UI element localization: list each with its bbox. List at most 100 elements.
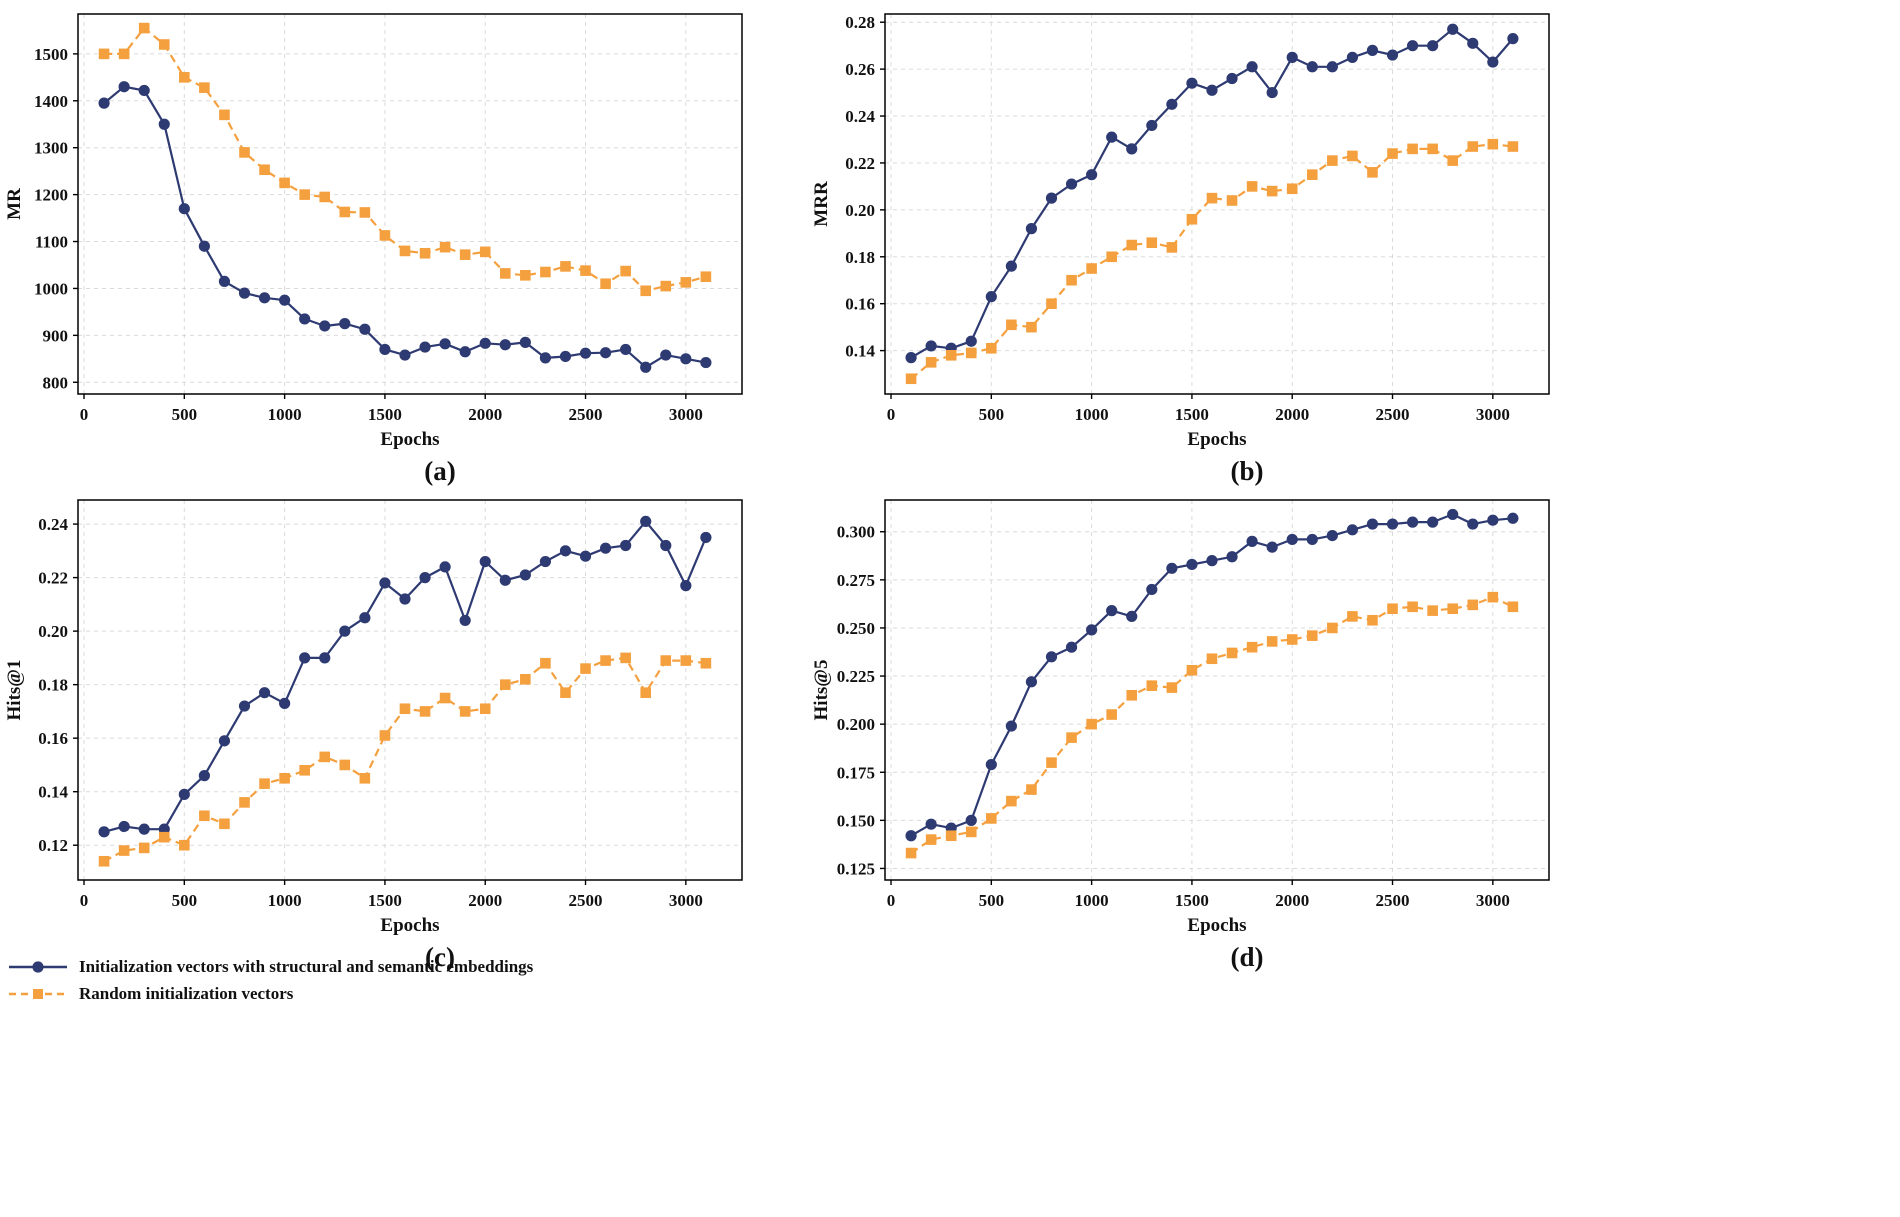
data-point — [986, 813, 997, 824]
data-point — [98, 48, 110, 60]
legend: Initialization vectors with structural a… — [6, 956, 533, 1005]
data-point — [700, 657, 712, 669]
data-point — [218, 275, 231, 288]
data-point — [540, 657, 551, 669]
data-point — [1427, 605, 1438, 616]
chart-d-canvas: 0 500 1000 1500 2000 2500 3000 0.125 0.150 0.175 0… — [811, 499, 1550, 936]
data-point — [1306, 61, 1318, 73]
data-point — [339, 318, 351, 330]
svg-text:1400: 1400 — [34, 92, 68, 111]
svg-text:1000: 1000 — [1075, 405, 1109, 424]
axis-ticks: 0 500 1000 1500 2000 2500 3000 0.125 0.150 0.175 0… — [837, 523, 1510, 910]
svg-text:1500: 1500 — [368, 891, 402, 910]
data-point — [700, 271, 712, 283]
data-point — [1146, 237, 1158, 249]
data-point — [680, 580, 692, 592]
series-square — [98, 652, 712, 867]
plot-box — [884, 499, 1550, 881]
panel-label-b: (b) — [1230, 456, 1264, 486]
data-point — [479, 246, 491, 258]
series-line — [103, 85, 707, 369]
svg-text:0.150: 0.150 — [837, 811, 875, 830]
data-point — [700, 356, 712, 369]
data-point — [299, 313, 311, 325]
legend-sample-marker — [32, 961, 44, 973]
series-square — [905, 591, 1519, 859]
data-point — [499, 574, 511, 586]
data-point — [1246, 535, 1258, 547]
svg-text:0.24: 0.24 — [845, 107, 875, 126]
data-point — [1467, 141, 1479, 152]
data-point — [98, 97, 110, 109]
data-point — [479, 703, 491, 715]
data-point — [1427, 516, 1439, 528]
y-axis-label: MRR — [811, 181, 832, 227]
data-point — [1306, 630, 1318, 641]
svg-text:0.16: 0.16 — [845, 295, 875, 314]
data-point — [178, 788, 190, 800]
data-point — [1306, 533, 1318, 546]
svg-text:Epochs: Epochs — [1187, 429, 1246, 450]
svg-text:2500: 2500 — [569, 891, 603, 910]
data-point — [218, 735, 231, 747]
data-point — [499, 268, 511, 279]
data-point — [1066, 274, 1077, 286]
svg-text:2500: 2500 — [1376, 891, 1410, 910]
data-point — [640, 515, 652, 528]
legend-label-random: Random initialization vectors — [79, 984, 294, 1003]
data-point — [459, 614, 471, 627]
data-point — [379, 730, 391, 741]
data-point — [905, 830, 917, 842]
data-point — [339, 759, 351, 771]
y-axis-label: Hits@5 — [811, 660, 832, 721]
svg-text:0.250: 0.250 — [837, 619, 875, 638]
data-point — [118, 820, 130, 833]
data-point — [965, 335, 977, 347]
data-point — [419, 247, 431, 259]
data-point — [379, 343, 391, 356]
data-point — [1206, 84, 1218, 96]
svg-text:500: 500 — [172, 891, 198, 910]
data-point — [1406, 516, 1419, 528]
data-point — [945, 830, 957, 842]
data-point — [359, 773, 371, 784]
data-point — [299, 652, 311, 664]
svg-text:0: 0 — [887, 405, 896, 424]
data-point — [1286, 51, 1298, 63]
data-point — [1106, 131, 1118, 143]
data-point — [1026, 321, 1037, 333]
data-point — [459, 249, 471, 260]
data-point — [620, 652, 631, 664]
data-point — [1327, 155, 1338, 166]
data-point — [199, 810, 210, 822]
data-point — [259, 778, 270, 789]
data-point — [1347, 150, 1358, 162]
data-point — [1146, 583, 1158, 596]
svg-text:0.14: 0.14 — [38, 783, 68, 802]
svg-text:1300: 1300 — [34, 139, 68, 158]
svg-text:0.26: 0.26 — [845, 60, 875, 79]
data-point — [1186, 664, 1198, 676]
svg-text:0: 0 — [80, 405, 89, 424]
data-point — [399, 703, 411, 715]
chart-c-canvas: 0 500 1000 1500 2000 2500 3000 0.12 0.14 0.16 0.18… — [4, 499, 743, 936]
data-point — [1326, 529, 1338, 542]
data-point — [620, 265, 631, 277]
data-point — [1006, 319, 1017, 331]
svg-text:0.28: 0.28 — [845, 13, 875, 32]
grid — [78, 14, 742, 394]
data-point — [1206, 192, 1218, 204]
data-point — [1126, 610, 1138, 623]
data-point — [1467, 518, 1479, 530]
data-point — [1166, 562, 1178, 574]
data-point — [925, 357, 937, 368]
svg-text:800: 800 — [43, 373, 69, 392]
data-point — [479, 555, 491, 568]
data-point — [965, 814, 977, 826]
series-circle — [905, 508, 1519, 842]
data-point — [1186, 213, 1198, 225]
data-point — [1507, 141, 1519, 152]
data-point — [1346, 51, 1359, 63]
data-point — [1005, 260, 1017, 272]
chart-panel-d: 0 500 1000 1500 2000 2500 3000 0.125 0.150 0.175 0… — [807, 488, 1627, 973]
